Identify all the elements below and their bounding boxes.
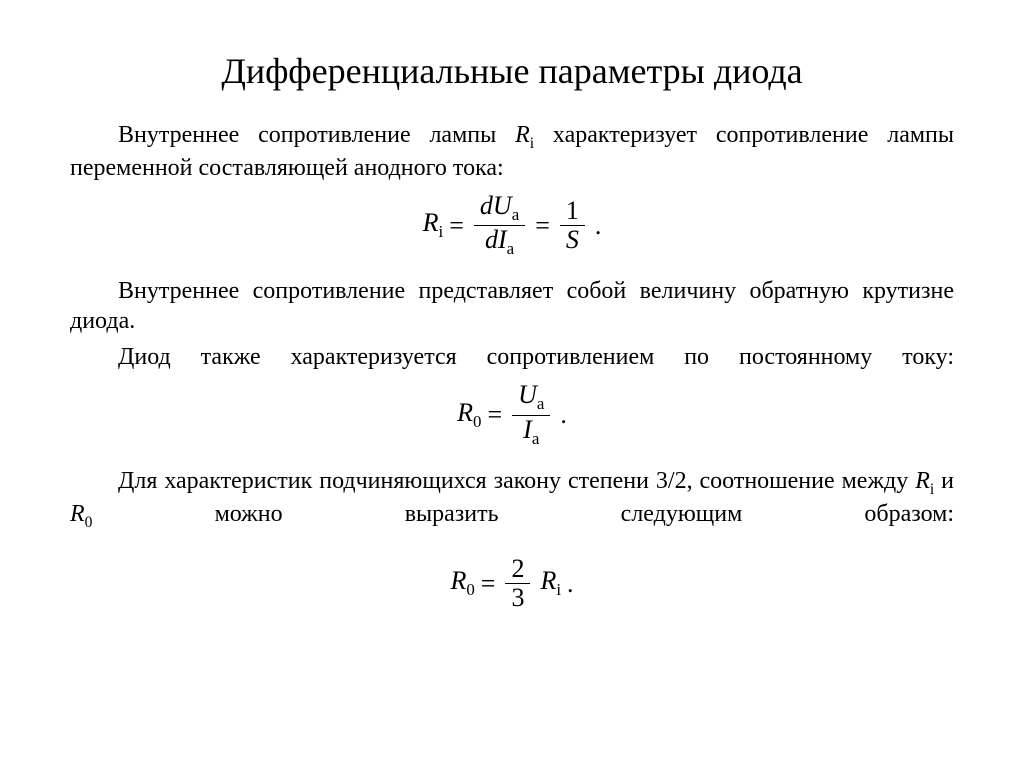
eq1-lhs-sub: i (439, 223, 444, 242)
p4-v2: R (70, 501, 85, 527)
eq1-f1-num: dU (480, 191, 512, 220)
slide-title: Дифференциальные параметры диода (70, 50, 954, 92)
equation-3: R0 = 2 3 Ri . (70, 556, 954, 611)
eq3-rhs-sub: i (556, 580, 561, 599)
eq3-lhs-var: R (450, 566, 466, 595)
eq2-den-var: I (523, 415, 532, 444)
eq2-num-sub: a (537, 395, 545, 414)
eq1-f1-den-sub: a (507, 240, 515, 259)
p4-text-b: можно выразить следующим образом: (92, 501, 954, 527)
paragraph-1: Внутреннее сопротивление лампы Ri характ… (70, 120, 954, 183)
eq1-lhs-var: R (423, 208, 439, 237)
eq3-num: 2 (505, 556, 530, 584)
equation-1: Ri = dUa dIa = 1 S . (70, 193, 954, 258)
eq2-num-var: U (518, 380, 537, 409)
equals-icon: = (535, 213, 550, 239)
equals-icon: = (449, 213, 464, 239)
eq3-lhs-sub: 0 (466, 580, 474, 599)
paragraph-2: Внутреннее сопротивление представляет со… (70, 276, 954, 336)
eq3-den: 3 (505, 584, 530, 611)
eq3-rhs-var: R (540, 566, 556, 595)
eq1-f1-den: dI (485, 225, 507, 254)
eq2-lhs-sub: 0 (473, 412, 481, 431)
equation-2: R0 = Ua Ia . (70, 382, 954, 447)
eq1-frac1: dUa dIa (474, 193, 525, 258)
p1-var: R (515, 122, 530, 148)
eq3-frac: 2 3 (505, 556, 530, 611)
slide: Дифференциальные параметры диода Внутрен… (0, 0, 1024, 767)
paragraph-4: Для характеристик подчиняющихся закону с… (70, 466, 954, 533)
p4-text-a: Для характеристик подчиняющихся закону с… (118, 468, 915, 494)
equals-icon: = (481, 571, 496, 597)
eq2-lhs-var: R (457, 398, 473, 427)
eq2-den-sub: a (532, 429, 540, 448)
eq1-f1-num-sub: a (512, 205, 520, 224)
p4-v1: R (915, 468, 930, 494)
p1-text-a: Внутреннее сопротивление лампы (118, 122, 515, 148)
eq1-f2-num: 1 (560, 198, 585, 226)
eq1-frac2: 1 S (560, 198, 585, 253)
p4-mid: и (934, 468, 954, 494)
eq2-frac: Ua Ia (512, 382, 550, 447)
equals-icon: = (487, 402, 502, 428)
paragraph-3: Диод также характеризуется сопротивление… (70, 342, 954, 372)
eq1-f2-den: S (560, 226, 585, 253)
